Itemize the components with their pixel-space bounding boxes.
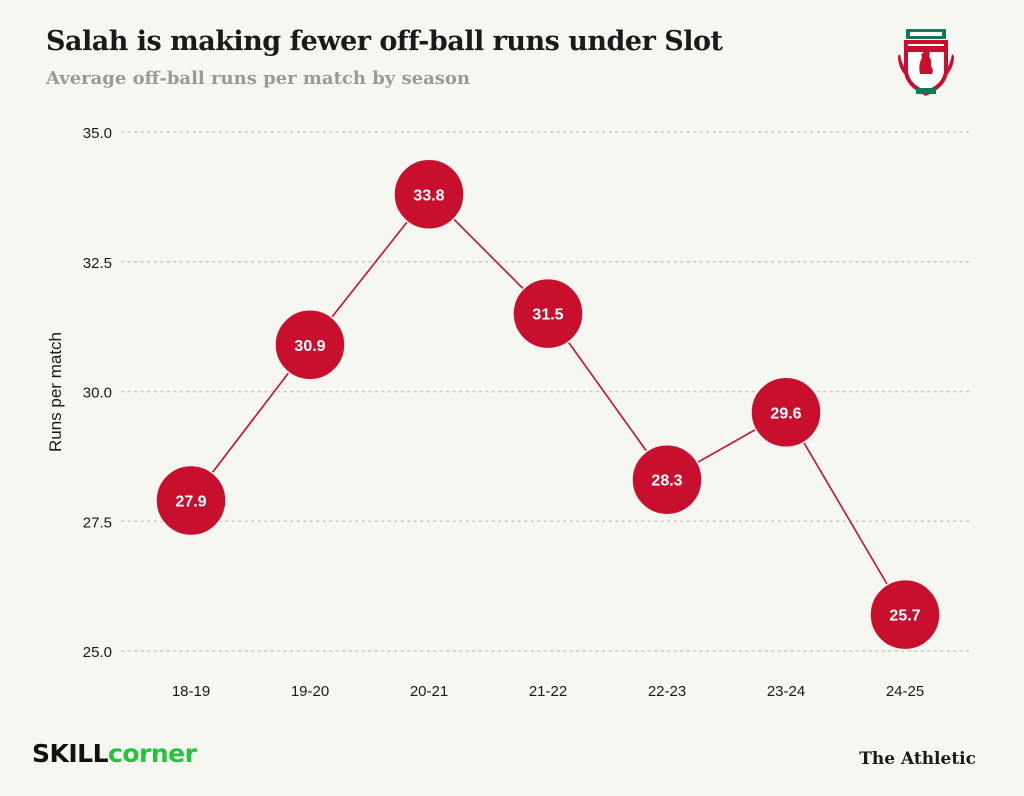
y-axis-label: Runs per match [46,332,65,452]
x-tick-label: 23-24 [767,683,805,700]
x-axis-ticks: 18-19 19-20 20-21 21-22 22-23 23-24 24-25 [172,683,924,700]
data-point-marker [393,158,465,231]
data-label: 31.5 [532,307,563,324]
data-label: 25.7 [889,608,920,625]
x-tick-label: 18-19 [172,683,210,700]
data-point-marker [512,277,584,350]
data-label: 33.8 [413,187,444,204]
y-tick-label: 35.0 [83,125,112,142]
grid-lines [121,131,973,652]
data-label: 28.3 [651,473,682,490]
y-axis-ticks: 35.0 32.5 30.0 27.5 25.0 [83,125,112,661]
data-points: 27.9 30.9 33.8 31.5 28.3 29.6 25.7 [155,158,941,651]
x-tick-label: 19-20 [291,683,329,700]
y-tick-label: 25.0 [83,644,112,661]
y-tick-label: 27.5 [83,514,112,531]
skillcorner-logo: SKILLcorner [32,739,197,768]
x-tick-label: 24-25 [886,683,924,700]
data-label: 27.9 [175,493,206,510]
chart-subtitle: Average off-ball runs per match by seaso… [46,68,471,89]
series-line-segment [785,411,906,616]
x-tick-label: 20-21 [410,683,448,700]
data-point-marker [274,309,346,381]
data-point-marker [869,578,941,651]
data-label: 30.9 [294,338,325,355]
data-point-marker [750,376,822,449]
liverpool-crest-icon [898,29,954,96]
x-tick-label: 22-23 [648,683,686,700]
data-point-marker [155,464,227,537]
y-tick-label: 30.0 [83,385,112,402]
x-tick-label: 21-22 [529,683,567,700]
chart-title: Salah is making fewer off-ball runs unde… [46,26,723,57]
skillcorner-logo-corner: corner [108,739,197,768]
skillcorner-logo-skill: SKILL [32,739,109,768]
y-tick-label: 32.5 [83,255,112,272]
data-label: 29.6 [770,405,801,422]
the-athletic-logo: The Athletic [859,749,976,769]
data-point-marker [631,443,703,516]
